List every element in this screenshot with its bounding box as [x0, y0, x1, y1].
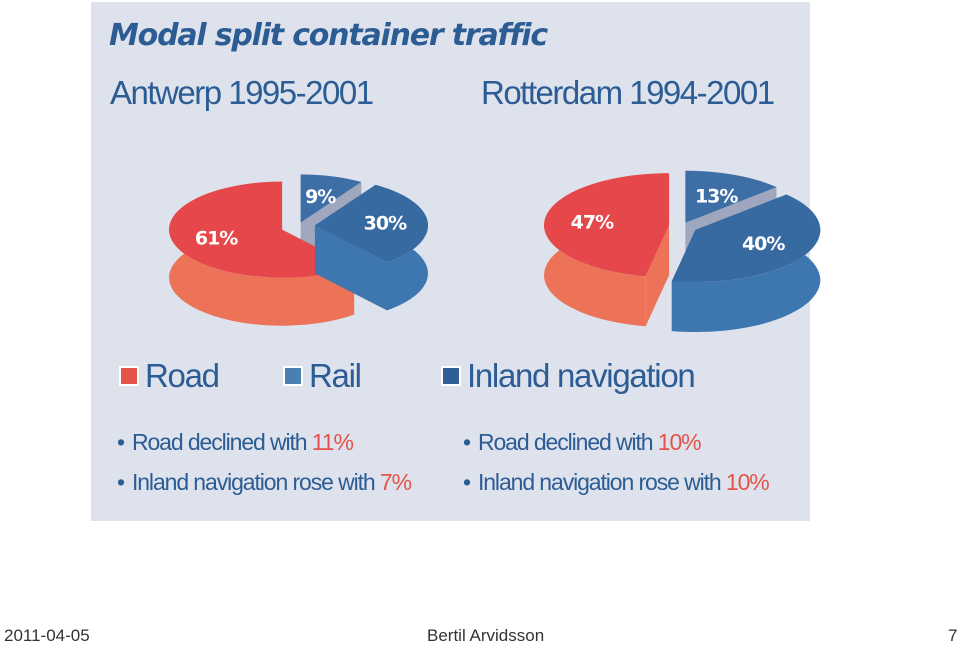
note-antwerp-road: • Road declined with 11% — [117, 429, 354, 456]
legend-swatch-inland-navigation — [441, 366, 461, 386]
chart-panel: Modal split container traffic Antwerp 19… — [91, 2, 821, 521]
note-rotterdam-road: • Road declined with 10% — [463, 429, 702, 456]
note-value: 7% — [379, 469, 412, 495]
pie-label-inland-navigation: 30% — [364, 213, 407, 235]
pie-cut-road — [645, 225, 670, 327]
pie-label-rail: 13% — [695, 185, 738, 207]
legend-swatch-road — [119, 366, 139, 386]
bullet: • — [463, 429, 471, 455]
pie-slice-road: 47% — [544, 173, 670, 327]
pie-slice-road: 61% — [169, 181, 355, 326]
pie-slice-inland-navigation: 40% — [671, 194, 821, 332]
legend-item-rail: Rail — [283, 357, 362, 394]
note-value: 10% — [725, 469, 770, 495]
pie-top-inland-navigation — [671, 194, 821, 283]
bullet: • — [117, 429, 125, 455]
subtitle-antwerp: Antwerp 1995-2001 — [110, 74, 374, 111]
pie-label-road: 47% — [571, 212, 614, 234]
note-text: Inland navigation rose with — [131, 469, 380, 495]
pie-top-inland-navigation — [314, 184, 428, 263]
pie-top-road — [169, 181, 355, 278]
pie-antwerp: 9% 61% 30% — [169, 174, 428, 326]
subtitle-rotterdam: Rotterdam 1994-2001 — [481, 74, 775, 111]
pie-rotterdam: 13% 47% 40% — [544, 170, 821, 332]
pie-top-rail — [685, 170, 777, 223]
pie-top-road — [544, 173, 670, 277]
note-antwerp-inland: • Inland navigation rose with 7% — [117, 469, 412, 496]
chart-title: Modal split container traffic — [109, 18, 548, 53]
pie-slice-inland-navigation: 30% — [314, 184, 428, 311]
note-text: Road declined with — [477, 429, 658, 455]
legend-item-inland-navigation: Inland navigation — [441, 357, 696, 394]
pie-label-inland-navigation: 40% — [742, 233, 785, 255]
legend-label-road: Road — [145, 357, 220, 394]
footer-date: 2011-04-05 — [4, 626, 90, 645]
pie-side-inland-navigation — [671, 194, 821, 332]
note-value: 10% — [657, 429, 702, 455]
note-text: Road declined with — [131, 429, 312, 455]
legend-item-road: Road — [119, 357, 220, 394]
pie-charts: 9% 61% 30% 13% 47% 40% — [169, 170, 821, 332]
page-number: 7 — [948, 626, 958, 645]
footer-author: Bertil Arvidsson — [427, 626, 545, 645]
pie-top-rail — [300, 174, 362, 223]
pie-label-rail: 9% — [305, 186, 336, 208]
pie-cut-inland-navigation — [314, 225, 387, 311]
note-value: 11% — [311, 429, 354, 455]
legend-swatch-rail — [283, 366, 303, 386]
note-text: Inland navigation rose with — [477, 469, 726, 495]
bullet: • — [117, 469, 125, 495]
note-rotterdam-inland: • Inland navigation rose with 10% — [463, 469, 770, 496]
legend-label-inland-navigation: Inland navigation — [467, 357, 696, 394]
bullet: • — [463, 469, 471, 495]
legend-label-rail: Rail — [309, 357, 362, 394]
pie-label-road: 61% — [195, 228, 238, 250]
